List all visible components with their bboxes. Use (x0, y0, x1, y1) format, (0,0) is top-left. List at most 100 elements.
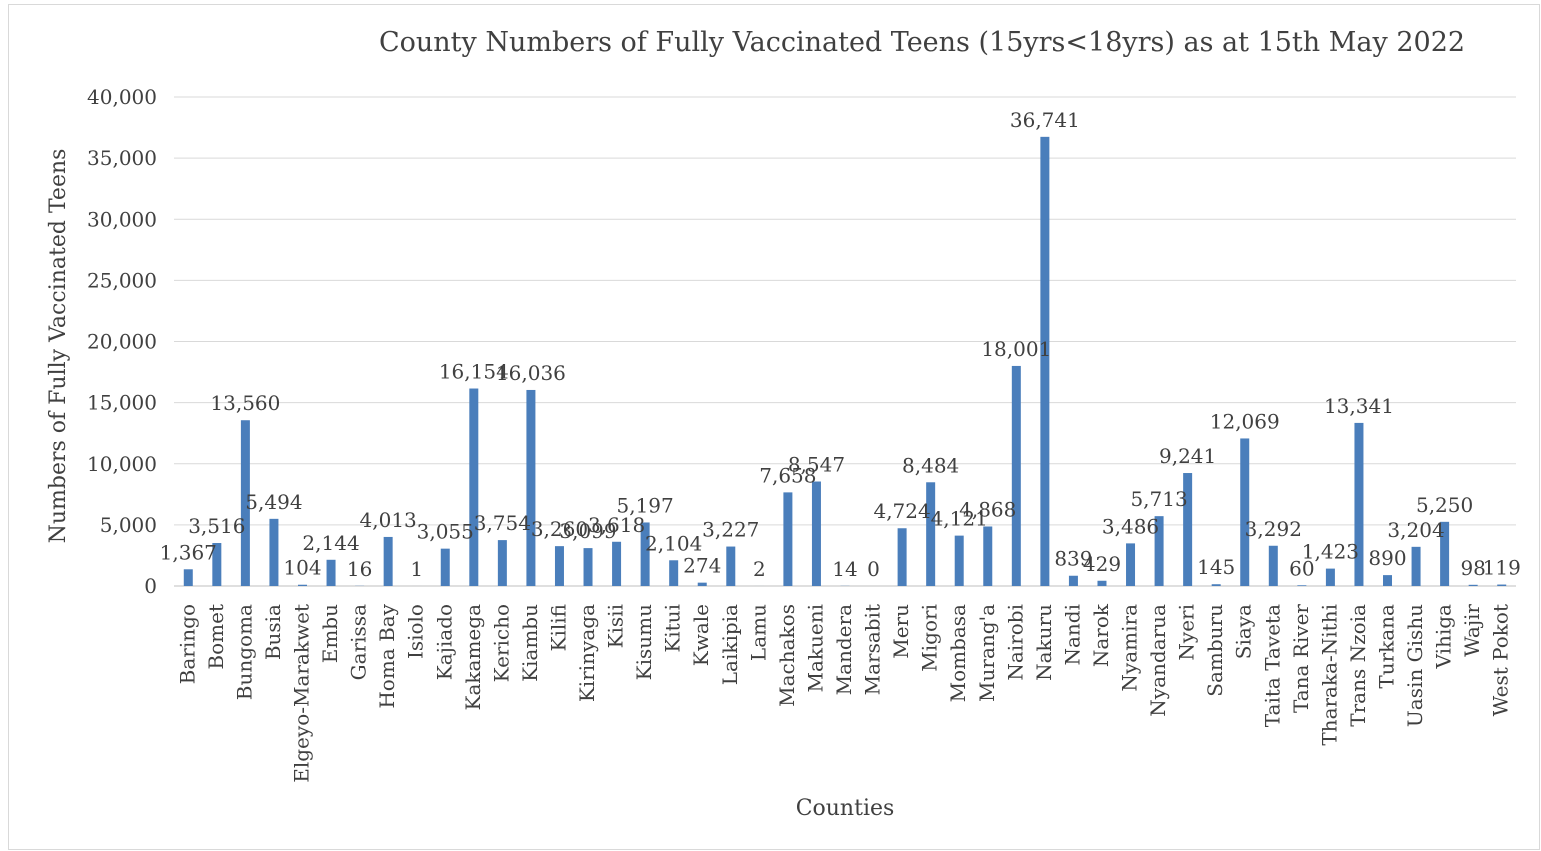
x-tick-label: Nairobi (1003, 604, 1027, 681)
y-tick-label: 0 (144, 574, 157, 598)
bar (526, 390, 535, 586)
x-tick-label: Elgeyo-Marakwet (289, 604, 313, 783)
data-label: 890 (1368, 546, 1406, 570)
x-tick-label: Nyamira (1118, 604, 1142, 692)
bar (1212, 584, 1221, 586)
x-tick-label: Taita Taveta (1260, 604, 1284, 727)
x-tick-label: Isiolo (404, 604, 428, 659)
bar (812, 482, 821, 586)
bar (955, 536, 964, 586)
y-axis-label: Numbers of Fully Vaccinated Teens (46, 149, 71, 544)
data-label: 13,341 (1324, 394, 1394, 418)
data-label: 274 (683, 554, 721, 578)
x-tick-label: Garissa (347, 604, 371, 680)
chart-title: County Numbers of Fully Vaccinated Teens… (379, 27, 1465, 58)
x-tick-label: Kilifi (546, 604, 570, 651)
bar (498, 540, 507, 586)
data-label: 2 (753, 557, 766, 581)
x-tick-label: Tana River (1289, 604, 1313, 713)
x-axis-label: Counties (796, 796, 895, 821)
y-tick-label: 5,000 (100, 513, 157, 537)
x-tick-label: Mombasa (946, 604, 970, 702)
y-tick-label: 15,000 (87, 391, 157, 415)
bar (441, 549, 450, 586)
data-label: 9,241 (1159, 444, 1216, 468)
bar (698, 583, 707, 586)
bar-chart: County Numbers of Fully Vaccinated Teens… (9, 5, 1541, 851)
data-label: 119 (1483, 556, 1521, 580)
bar (1326, 569, 1335, 586)
bar (1240, 438, 1249, 586)
x-tick-label: Uasin Gishu (1403, 604, 1427, 727)
data-label: 3,516 (188, 514, 245, 538)
bar (983, 526, 992, 586)
x-tick-label: Marsabit (861, 604, 885, 695)
bar (184, 569, 193, 586)
bar (669, 560, 678, 586)
bar (1126, 543, 1135, 586)
x-tick-label: Trans Nzoia (1346, 604, 1370, 727)
data-label: 3,204 (1387, 518, 1444, 542)
x-tick-label: Meru (889, 604, 913, 659)
y-tick-label: 10,000 (87, 452, 157, 476)
bar (726, 547, 735, 586)
bar (1012, 366, 1021, 586)
data-label: 3,486 (1102, 514, 1159, 538)
bar (1469, 585, 1478, 586)
x-tick-label: Kericho (489, 604, 513, 682)
data-label: 16 (347, 557, 372, 581)
x-tick-label: West Pokot (1489, 604, 1513, 716)
bar (783, 492, 792, 586)
x-tick-label: Narok (1089, 603, 1113, 667)
x-tick-label: Machakos (775, 604, 799, 707)
x-tick-label: Siaya (1232, 604, 1256, 659)
x-tick-label: Tharaka-Nithi (1317, 604, 1341, 746)
data-label: 1,367 (160, 540, 217, 564)
bar (1069, 576, 1078, 586)
data-label: 36,741 (1010, 108, 1080, 132)
x-tick-label: Kakamega (461, 604, 485, 711)
data-label: 12,069 (1210, 409, 1280, 433)
x-tick-label: Nandi (1060, 604, 1084, 666)
y-tick-label: 20,000 (87, 330, 157, 354)
bar (1383, 575, 1392, 586)
data-label: 5,713 (1130, 487, 1187, 511)
data-label: 5,250 (1416, 493, 1473, 517)
bar (926, 482, 935, 586)
data-label: 145 (1197, 555, 1235, 579)
bar (1040, 137, 1049, 586)
x-tick-label: Busia (261, 604, 285, 660)
data-label: 3,292 (1245, 517, 1302, 541)
data-label: 4,013 (360, 508, 417, 532)
x-tick-label: Makueni (803, 604, 827, 693)
bar (584, 548, 593, 586)
data-label: 3,754 (474, 511, 531, 535)
x-tick-label: Embu (318, 604, 342, 663)
x-tick-label: Turkana (1375, 604, 1399, 689)
x-tick-label: Bungoma (232, 604, 256, 700)
data-label: 4,724 (873, 499, 930, 523)
data-label: 0 (867, 557, 880, 581)
x-tick-label: Kitui (661, 604, 685, 653)
x-tick-label: Migori (918, 604, 942, 672)
data-label: 3,055 (417, 520, 474, 544)
y-tick-label: 35,000 (87, 146, 157, 170)
x-tick-label: Kajiado (432, 604, 456, 680)
x-tick-label: Murang'a (975, 604, 999, 702)
x-tick-label: Bomet (204, 604, 228, 670)
x-tick-label: Mandera (832, 604, 856, 695)
x-tick-label: Samburu (1203, 604, 1227, 697)
data-label: 18,001 (981, 337, 1051, 361)
data-label: 13,560 (210, 391, 280, 415)
data-labels: 1,3673,51613,5605,4941042,144164,01313,0… (160, 108, 1521, 581)
data-label: 8,547 (788, 453, 845, 477)
data-label: 104 (283, 556, 321, 580)
data-label: 3,227 (702, 518, 759, 542)
x-tick-label: Nyandarua (1146, 604, 1170, 717)
bar (612, 542, 621, 586)
bar (1497, 585, 1506, 586)
bar (1097, 581, 1106, 586)
bar (555, 546, 564, 586)
x-tick-label: Baringo (175, 604, 199, 684)
x-tick-label: Kisumu (632, 604, 656, 680)
